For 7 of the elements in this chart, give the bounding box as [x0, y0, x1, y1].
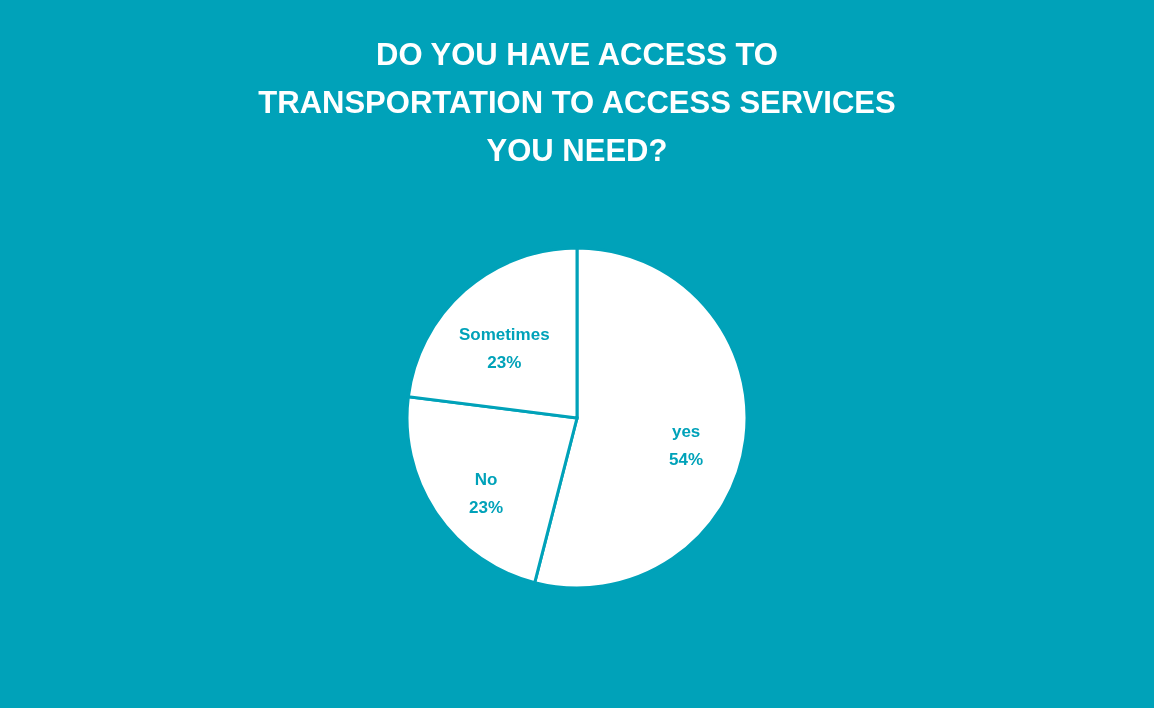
- data-label: 23%: [487, 353, 522, 373]
- slice-label: No: [474, 469, 498, 489]
- slice-label: yes: [671, 421, 701, 441]
- chart-title: DO YOU HAVE ACCESS TO TRANSPORTATION TO ACCESS SERVICES YOU NEED?: [258, 37, 896, 168]
- slice-label: Sometimes: [458, 325, 550, 345]
- data-label: 54%: [669, 449, 704, 469]
- data-label: 23%: [469, 497, 504, 517]
